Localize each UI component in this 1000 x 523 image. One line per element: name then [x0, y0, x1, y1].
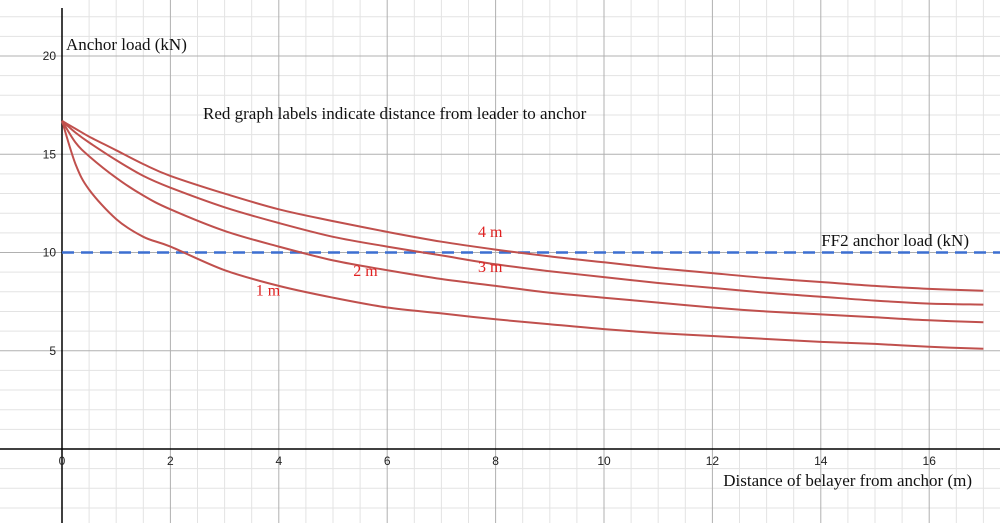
series-label-3: 3 m: [478, 259, 503, 276]
x-tick-label: 10: [597, 454, 611, 468]
x-tick-label: 6: [384, 454, 391, 468]
x-axis-title: Distance of belayer from anchor (m): [723, 471, 972, 490]
y-tick-label: 20: [43, 49, 57, 63]
x-tick-label: 12: [706, 454, 720, 468]
y-tick-label: 15: [43, 147, 57, 161]
y-tick-label: 5: [49, 344, 56, 358]
tick-labels: 0 2 4 6 8 10 12 14 16 5 10 15 20: [43, 49, 937, 468]
series-line-1: [61, 120, 984, 350]
series-line-2: [61, 120, 984, 324]
x-tick-label: 8: [492, 454, 499, 468]
reference-line-label: FF2 anchor load (kN): [821, 231, 969, 250]
series-line-4: [61, 119, 984, 292]
series-label-2: 2 m: [353, 263, 378, 280]
y-axis-title: Anchor load (kN): [66, 35, 187, 54]
y-tick-label: 10: [43, 246, 57, 260]
series-label-4: 4 m: [478, 224, 503, 241]
chart-note: Red graph labels indicate distance from …: [203, 104, 587, 123]
x-tick-label: 14: [814, 454, 828, 468]
x-tick-label: 0: [59, 454, 66, 468]
series-label-1: 1 m: [256, 283, 281, 300]
x-tick-label: 2: [167, 454, 174, 468]
series-labels: 1 m 2 m 3 m 4 m: [256, 224, 503, 300]
series-lines: [61, 119, 984, 350]
x-tick-label: 16: [923, 454, 937, 468]
series-line-3: [61, 120, 984, 306]
x-tick-label: 4: [275, 454, 282, 468]
axes: [0, 8, 1000, 523]
